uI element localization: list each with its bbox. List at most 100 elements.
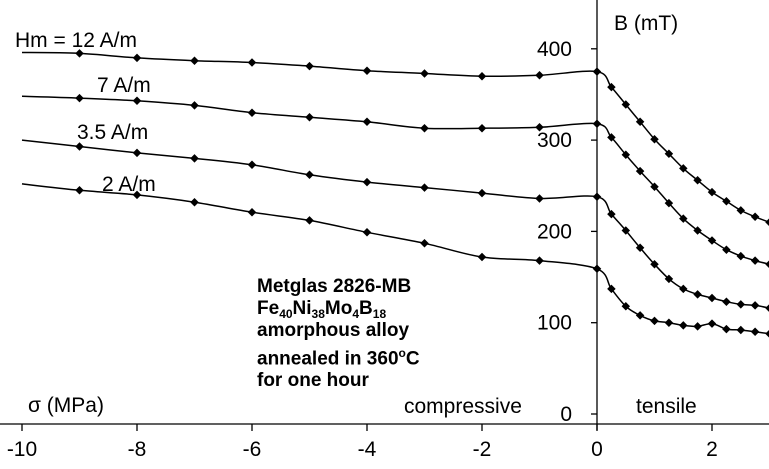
data-point <box>765 303 769 313</box>
data-point <box>765 218 769 227</box>
data-point <box>535 71 544 80</box>
annotation-line-4-unit: C <box>405 348 420 370</box>
y-tick-label: 100 <box>537 312 572 335</box>
data-point <box>707 319 717 328</box>
degree-superscript: o <box>398 346 406 360</box>
series-label-3: 3.5 A/m <box>77 121 148 144</box>
data-point <box>247 160 257 170</box>
data-point <box>190 154 199 163</box>
data-point <box>650 260 659 269</box>
data-point <box>664 274 674 284</box>
data-point <box>305 113 314 122</box>
data-point <box>305 170 314 180</box>
x-tick-label: -4 <box>358 438 377 461</box>
data-point <box>190 56 199 65</box>
data-point <box>722 324 731 334</box>
formula-subscript: 38 <box>311 307 325 321</box>
data-point <box>722 245 731 254</box>
annotation-formula: Fe40Ni38Mo4B18 <box>257 298 457 320</box>
annotation-line-4-text: annealed in 360 <box>257 348 399 370</box>
data-point <box>132 148 142 158</box>
data-point <box>247 108 257 117</box>
data-point <box>592 264 602 274</box>
x-tick-label: 2 <box>706 438 718 461</box>
data-point <box>607 284 616 294</box>
data-point <box>736 206 746 215</box>
data-point <box>190 197 199 207</box>
series-labels: Hm = 12 A/m 7 A/m 3.5 A/m 2 A/m <box>15 29 156 196</box>
data-point <box>592 67 602 76</box>
data-point <box>190 101 199 110</box>
data-point <box>750 212 760 222</box>
formula-element: Mo <box>324 298 353 319</box>
annotation-line-1: Metglas 2826-MB <box>257 276 412 297</box>
data-point <box>420 239 429 248</box>
data-point <box>477 123 487 133</box>
x-tick-label: 0 <box>591 438 603 461</box>
material-annotation: Metglas 2826-MB Fe40Ni38Mo4B18 amorphous… <box>257 276 457 392</box>
data-point <box>736 251 746 261</box>
data-point <box>247 207 257 217</box>
data-point <box>592 119 602 128</box>
data-point <box>132 190 142 200</box>
annotation-line-5: for one hour <box>257 370 369 392</box>
data-point <box>750 327 760 337</box>
y-tick-label: 0 <box>560 403 572 426</box>
formula-subscript: 18 <box>372 307 387 321</box>
data-point <box>132 53 142 63</box>
data-point <box>592 192 602 201</box>
data-point <box>362 228 372 237</box>
data-point <box>693 290 702 299</box>
data-point <box>75 142 84 151</box>
x-axis-label: σ (MPa) <box>28 394 104 417</box>
tensile-label: tensile <box>636 395 697 418</box>
series-label-1: Hm = 12 A/m <box>15 29 137 52</box>
data-point <box>621 302 631 311</box>
x-tick-label: -6 <box>243 438 262 461</box>
data-point <box>362 117 372 127</box>
data-point <box>693 322 702 331</box>
x-tick-label: -2 <box>473 438 492 461</box>
data-point <box>420 183 429 192</box>
data-point <box>305 61 314 71</box>
data-point <box>736 325 746 335</box>
series-label-4: 2 A/m <box>102 173 156 196</box>
data-point <box>664 318 674 327</box>
data-point <box>420 123 429 133</box>
data-point <box>650 316 659 326</box>
formula-subscript: 4 <box>352 307 360 321</box>
y-tick-label: 200 <box>537 220 572 243</box>
data-point <box>362 66 372 75</box>
data-point <box>679 284 688 294</box>
data-point <box>707 236 717 245</box>
annotation-line-4: annealed in 360oC <box>257 342 457 370</box>
y-tick-label: 400 <box>537 38 572 61</box>
data-point <box>635 311 645 320</box>
annotation-line-3: amorphous alloy <box>257 320 410 341</box>
data-point <box>132 96 142 106</box>
x-tick-label: -8 <box>128 438 147 461</box>
data-point <box>679 321 688 330</box>
data-point <box>535 256 544 265</box>
data-point <box>535 194 544 203</box>
data-point <box>420 69 429 78</box>
data-point <box>707 293 717 303</box>
data-point <box>75 49 84 58</box>
formula-subscript: 40 <box>279 307 293 321</box>
data-point <box>305 216 314 225</box>
data-point <box>765 260 769 269</box>
data-point <box>75 186 84 195</box>
data-point <box>765 329 769 338</box>
data-point <box>750 301 760 310</box>
formula-element: Fe <box>257 298 280 319</box>
data-point <box>75 93 84 103</box>
data-point <box>362 177 372 187</box>
data-point <box>722 297 731 306</box>
data-point <box>736 300 746 309</box>
compressive-label: compressive <box>404 395 522 418</box>
data-point <box>750 256 760 265</box>
y-axis-label: B (mT) <box>614 12 678 35</box>
formula-element: B <box>359 298 373 319</box>
data-point <box>477 188 487 198</box>
